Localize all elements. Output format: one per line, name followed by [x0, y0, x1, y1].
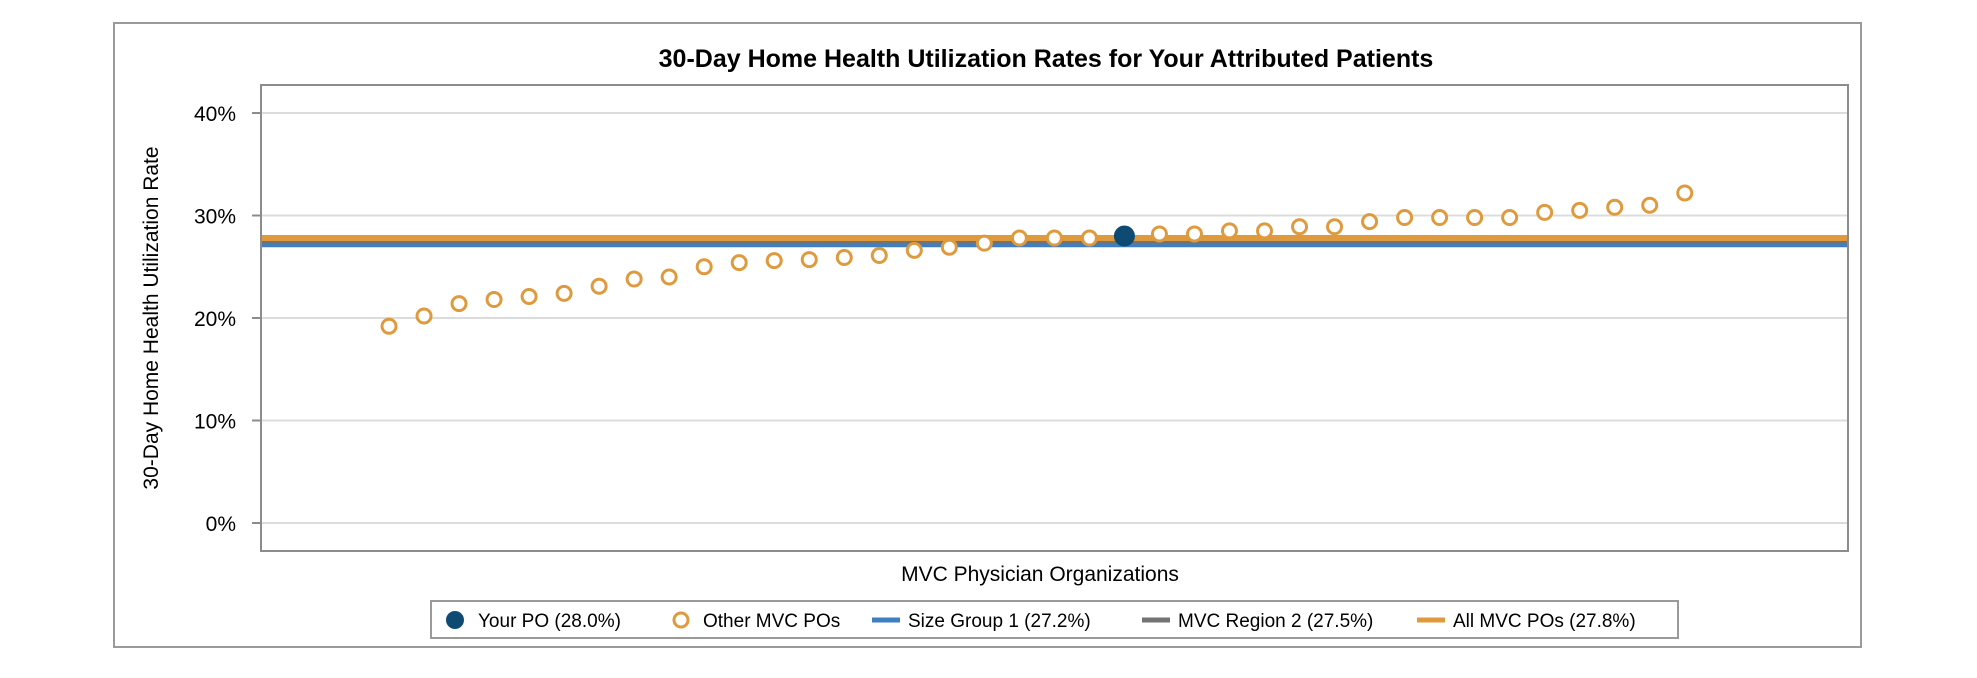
y-tick-label: 40% [194, 103, 236, 126]
other-po-point [1606, 198, 1624, 216]
your-po-point [1113, 225, 1135, 247]
other-po-point [1326, 218, 1344, 236]
other-po-point [555, 284, 573, 302]
chart-title: 30-Day Home Health Utilization Rates for… [659, 45, 1434, 73]
other-po-point [695, 258, 713, 276]
legend-marker-other-pos [672, 611, 690, 629]
other-po-point [1431, 209, 1449, 227]
other-po-point [1185, 225, 1203, 243]
other-po-point [870, 246, 888, 264]
other-po-point [1361, 213, 1379, 231]
y-tick-labels: 0% 10% 20% 30% 40% [194, 103, 261, 536]
other-po-point [660, 268, 678, 286]
legend-marker-your-po [446, 611, 464, 629]
legend: Your PO (28.0%) Other MVC POs Size Group 1… [446, 611, 1636, 632]
other-po-point [1466, 209, 1484, 227]
grid-lines [262, 112, 1847, 524]
legend-label: Other MVC POs [703, 611, 840, 632]
legend-label: Your PO (28.0%) [478, 611, 621, 632]
y-tick-label: 0% [206, 513, 236, 536]
other-po-point [625, 270, 643, 288]
other-po-point [1571, 201, 1589, 219]
legend-label: All MVC POs (27.8%) [1453, 611, 1636, 632]
other-po-point [1256, 222, 1273, 240]
other-po-point [450, 295, 468, 313]
y-tick-label: 10% [194, 411, 236, 434]
other-po-point [730, 254, 748, 272]
other-po-point [1010, 229, 1028, 247]
other-po-point [1150, 225, 1168, 243]
other-po-point [1291, 218, 1309, 236]
other-po-point [1536, 203, 1554, 221]
legend-label: MVC Region 2 (27.5%) [1178, 611, 1373, 632]
other-po-point [380, 317, 398, 335]
legend-label: Size Group 1 (27.2%) [908, 611, 1091, 632]
chart-frame [113, 22, 1862, 648]
y-tick-label: 20% [194, 308, 236, 331]
other-po-point [975, 234, 993, 252]
other-po-point [905, 241, 923, 259]
y-tick-label: 30% [194, 206, 236, 229]
other-po-point [765, 252, 783, 270]
y-axis-label: 30-Day Home Health Utilization Rate [140, 146, 163, 489]
other-po-point [1501, 209, 1519, 227]
legend-box [430, 600, 1679, 639]
other-po-point [1220, 222, 1238, 240]
other-po-point [520, 287, 538, 305]
other-po-point [835, 249, 853, 267]
other-po-point [1045, 229, 1063, 247]
other-po-point [415, 307, 433, 325]
x-axis-label: MVC Physician Organizations [901, 563, 1179, 586]
other-po-point [590, 277, 608, 295]
other-po-point [1641, 196, 1659, 214]
other-po-point [1676, 184, 1694, 202]
data-points [380, 184, 1694, 335]
other-po-point [940, 238, 958, 256]
other-po-point [485, 291, 503, 309]
other-po-point [1396, 209, 1414, 227]
other-po-point [800, 251, 818, 269]
other-po-point [1080, 229, 1098, 247]
